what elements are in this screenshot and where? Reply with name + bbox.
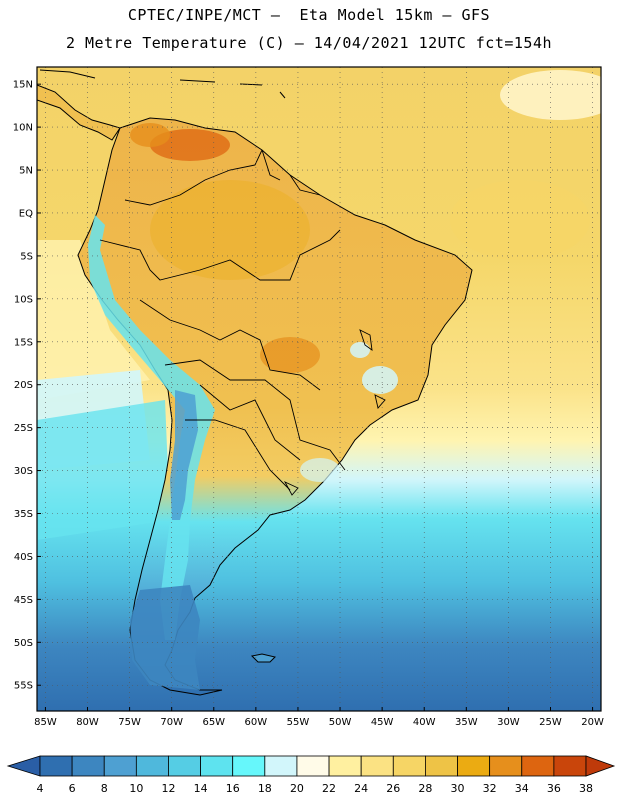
colorbar-bin bbox=[168, 755, 201, 777]
highland-cool-spot bbox=[300, 458, 340, 482]
colorbar-bin bbox=[103, 755, 137, 777]
latitude-labels: 15N 10N 5N EQ 5S 10S 15S 20S 25S 30S 35S 40S 45S 50S 5… bbox=[13, 80, 41, 692]
longitude-label: 50W bbox=[329, 717, 352, 728]
longitude-label: 75W bbox=[118, 717, 141, 728]
highland-cool-spot bbox=[350, 342, 370, 358]
colorbar-label: 20 bbox=[290, 782, 304, 795]
longitude-label: 45W bbox=[371, 717, 394, 728]
latitude-label: 35S bbox=[14, 509, 33, 520]
warm-amazon-area bbox=[150, 180, 310, 280]
colorbar-bin bbox=[425, 755, 458, 777]
hot-spot-mato-grosso bbox=[260, 337, 320, 373]
map-title-line-1: CPTEC/INPE/MCT – Eta Model 15km – GFS bbox=[127, 6, 491, 24]
ocean-warm-patch bbox=[450, 180, 590, 260]
colorbar-label: 36 bbox=[547, 782, 561, 795]
colorbar-bin bbox=[553, 755, 587, 777]
longitude-label: 85W bbox=[34, 717, 57, 728]
colorbar-bin bbox=[232, 755, 266, 777]
longitude-label: 55W bbox=[287, 717, 310, 728]
colorbar-label: 22 bbox=[322, 782, 336, 795]
latitude-label: 10N bbox=[13, 123, 33, 134]
colorbar-bin bbox=[264, 755, 298, 777]
highland-cool-spot bbox=[362, 366, 398, 394]
longitude-label: 65W bbox=[202, 717, 225, 728]
latitude-label: 40S bbox=[14, 552, 33, 563]
latitude-label: 10S bbox=[14, 294, 33, 305]
longitude-label: 30W bbox=[497, 717, 520, 728]
patagonia-cold bbox=[130, 585, 200, 690]
longitude-label: 60W bbox=[245, 717, 268, 728]
colorbar-label: 32 bbox=[483, 782, 497, 795]
colorbar-bin bbox=[39, 755, 73, 777]
latitude-label: 30S bbox=[14, 466, 33, 477]
latitude-label: 15N bbox=[13, 80, 33, 91]
colorbar-bin bbox=[135, 755, 169, 777]
caribbean-islands bbox=[39, 69, 286, 99]
colorbar-label: 26 bbox=[386, 782, 400, 795]
longitude-label: 25W bbox=[539, 717, 562, 728]
colorbar-label: 28 bbox=[418, 782, 432, 795]
falkland-islands bbox=[250, 653, 276, 663]
colorbar-bin bbox=[360, 755, 394, 777]
longitude-label: 80W bbox=[76, 717, 99, 728]
longitude-label: 70W bbox=[160, 717, 183, 728]
colorbar-label: 14 bbox=[194, 782, 208, 795]
longitude-label: 40W bbox=[413, 717, 436, 728]
latitude-label: 25S bbox=[14, 423, 33, 434]
latitude-label: EQ bbox=[19, 208, 33, 219]
colorbar-label: 34 bbox=[515, 782, 529, 795]
colorbar-label: 12 bbox=[161, 782, 175, 795]
longitude-label: 20W bbox=[581, 717, 604, 728]
colorbar-bin bbox=[392, 755, 426, 777]
colorbar-bin bbox=[328, 755, 362, 777]
graticule bbox=[37, 67, 601, 711]
andes-cold-core bbox=[170, 390, 198, 520]
colorbar-bin bbox=[489, 755, 523, 777]
latitude-label: 20S bbox=[14, 380, 33, 391]
latitude-label: 5N bbox=[19, 166, 33, 177]
colorbar-label: 18 bbox=[258, 782, 272, 795]
colorbar-label: 10 bbox=[129, 782, 143, 795]
colorbar-label: 8 bbox=[101, 782, 108, 795]
hot-spot-venezuela bbox=[150, 129, 230, 161]
colorbar-label: 30 bbox=[451, 782, 465, 795]
hot-spot-colombia bbox=[130, 123, 170, 147]
latitude-label: 5S bbox=[20, 251, 33, 262]
ocean-warm-patch bbox=[500, 70, 601, 120]
colorbar: 4 6 8 10 12 14 16 18 20 22 24 26 28 30 32 34 36 38 bbox=[6, 755, 616, 795]
longitude-label: 35W bbox=[455, 717, 478, 728]
latitude-label: 55S bbox=[14, 681, 33, 692]
pacific-cool-strip bbox=[37, 400, 170, 540]
map-subtitle-line-2: 2 Metre Temperature (C) – 14/04/2021 12U… bbox=[65, 34, 553, 52]
colorbar-label: 24 bbox=[354, 782, 368, 795]
longitude-labels: 85W 80W 75W 70W 65W 60W 55W 50W 45W 40W 35W 30W 25W 2… bbox=[34, 707, 604, 728]
country-borders bbox=[99, 149, 386, 496]
andes-cool-band bbox=[88, 215, 215, 640]
colorbar-label: 4 bbox=[37, 782, 44, 795]
colorbar-high-arrow bbox=[585, 755, 616, 777]
colorbar-label: 38 bbox=[579, 782, 593, 795]
latitude-label: 50S bbox=[14, 638, 33, 649]
central-america-land bbox=[37, 84, 121, 141]
colorbar-label: 16 bbox=[226, 782, 240, 795]
colorbar-bin bbox=[521, 755, 555, 777]
colorbar-bin bbox=[457, 755, 491, 777]
colorbar-bin bbox=[71, 755, 105, 777]
temperature-field bbox=[37, 67, 601, 711]
map-frame bbox=[36, 66, 602, 712]
pacific-cool-strip bbox=[37, 240, 150, 400]
latitude-label: 45S bbox=[14, 595, 33, 606]
latitude-label: 15S bbox=[14, 337, 33, 348]
colorbar-bin bbox=[296, 755, 330, 777]
colorbar-label: 6 bbox=[69, 782, 76, 795]
colorbar-low-arrow bbox=[6, 755, 41, 777]
colorbar-bin bbox=[200, 755, 234, 777]
